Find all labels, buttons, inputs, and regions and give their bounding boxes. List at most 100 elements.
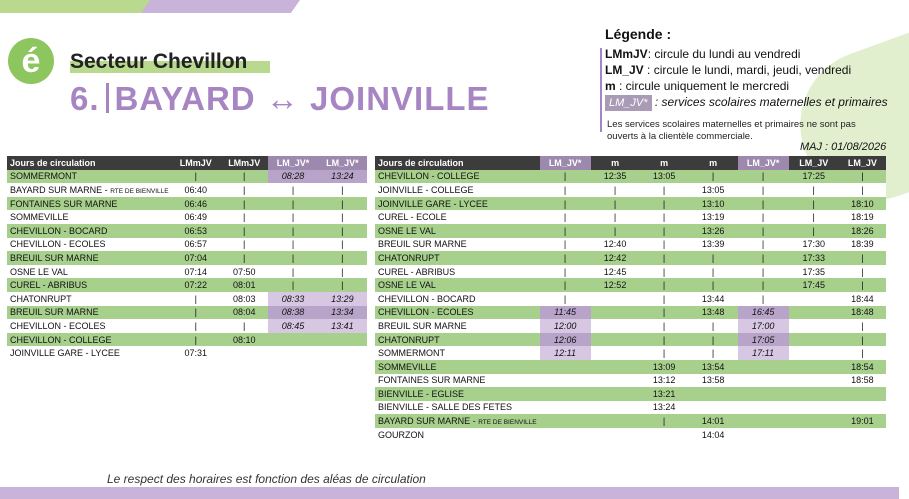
stop-name: SOMMEVILLE: [7, 210, 172, 224]
table-row: OSNE LE VAL | 12:52 | | | 17:45 |: [375, 278, 886, 292]
time-cell: |: [737, 169, 789, 184]
time-cell: [788, 400, 839, 415]
time-cell: |: [539, 183, 591, 197]
time-cell: |: [220, 237, 269, 252]
legend-desc: : services scolaires maternelles et prim…: [654, 95, 888, 109]
time-cell: 18:44: [838, 291, 886, 306]
time-cell: |: [539, 251, 591, 265]
time-cell: |: [838, 332, 886, 347]
time-cell: |: [737, 264, 789, 279]
time-cell: [838, 387, 886, 401]
decor-top-purple-band: [140, 0, 300, 13]
time-cell: [590, 305, 640, 320]
stop-label: CHEVILLON - ECOLES: [10, 320, 106, 331]
time-cell: 17:25: [788, 169, 839, 184]
time-cell: 13:39: [688, 237, 738, 252]
time-cell: 08:38: [268, 305, 318, 320]
time-cell: |: [639, 223, 689, 238]
table-row: JOINVILLE GARE - LYCEE 07:31: [7, 346, 367, 360]
time-cell: |: [539, 278, 591, 292]
time-cell: 08:10: [220, 332, 269, 347]
time-cell: 17:11: [737, 346, 789, 360]
bidirectional-arrow-icon: ↔: [265, 80, 300, 117]
time-cell: |: [220, 169, 269, 184]
time-cell: 13:19: [688, 210, 738, 224]
stop-name: CHEVILLON - COLLEGE: [375, 169, 540, 184]
table-row: CHEVILLON - ECOLES 06:57 | | |: [7, 237, 367, 252]
time-cell: |: [838, 319, 886, 333]
legend-desc: : circule du lundi au vendredi: [647, 47, 801, 61]
time-cell: 06:49: [171, 210, 220, 224]
time-cell: 08:33: [268, 291, 318, 306]
time-cell: [788, 373, 839, 388]
stop-label: CHEVILLON - BOCARD: [378, 293, 476, 304]
time-cell: [788, 332, 839, 347]
time-cell: |: [737, 291, 789, 306]
time-cell: 13:58: [688, 373, 738, 388]
time-cell: |: [639, 196, 689, 211]
time-cell: |: [688, 319, 738, 333]
time-cell: 06:46: [171, 196, 220, 211]
table-row: BIENVILLE - SALLE DES FETES 13:24: [375, 400, 886, 415]
time-cell: |: [171, 305, 220, 320]
time-cell: |: [268, 210, 318, 224]
table-row: CUREL - ABRIBUS 07:22 08:01 | |: [7, 278, 367, 292]
time-cell: [590, 414, 640, 428]
stop-name: BAYARD SUR MARNE - RTE DE BIENVILLE: [375, 414, 540, 428]
line-title: 6. BAYARD ↔ JOINVILLE: [70, 80, 490, 118]
stop-label: BREUIL SUR MARNE: [378, 239, 467, 250]
stop-name: BREUIL SUR MARNE: [375, 237, 540, 252]
time-cell: 12:45: [590, 264, 640, 279]
stop-name: CHEVILLON - ECOLES: [7, 319, 172, 333]
table-row: CHEVILLON - BOCARD | | 13:44 | 18:44: [375, 291, 886, 306]
time-cell: |: [688, 264, 738, 279]
time-cell: |: [639, 264, 689, 279]
time-cell: [590, 319, 640, 333]
time-cell: |: [220, 183, 269, 197]
time-cell: [268, 346, 318, 360]
table-row: CHEVILLON - BOCARD 06:53 | | |: [7, 223, 367, 238]
time-cell: [788, 305, 839, 320]
time-cell: [737, 373, 789, 388]
table-row: CHEVILLON - COLLEGE | 08:10: [7, 332, 367, 347]
stop-name: CHEVILLON - BOCARD: [375, 291, 540, 306]
stop-name: CHEVILLON - BOCARD: [7, 223, 172, 238]
time-cell: 12:52: [590, 278, 640, 292]
time-cell: |: [317, 223, 367, 238]
time-cell: 08:45: [268, 319, 318, 333]
stop-label: JOINVILLE GARE - LYCEE: [378, 198, 488, 209]
time-cell: |: [539, 237, 591, 252]
stop-label: GOURZON: [378, 429, 424, 440]
stop-label: CUREL - ECOLE: [378, 212, 447, 223]
column-header: m: [590, 156, 640, 170]
legend-item: LMmJV: circule du lundi au vendredi: [605, 46, 888, 62]
time-cell: |: [268, 264, 318, 279]
stop-label: JOINVILLE GARE - LYCEE: [10, 348, 120, 359]
stop-name: JOINVILLE GARE - LYCEE: [375, 196, 540, 211]
time-cell: [590, 291, 640, 306]
column-header: LM_JV*: [317, 156, 367, 170]
time-cell: |: [268, 251, 318, 265]
time-cell: |: [171, 332, 220, 347]
update-date: MAJ : 01/08/2026: [800, 141, 887, 153]
time-cell: 13:44: [688, 291, 738, 306]
time-cell: |: [688, 251, 738, 265]
time-cell: 18:10: [838, 196, 886, 211]
time-cell: |: [539, 196, 591, 211]
time-cell: |: [639, 183, 689, 197]
table-row: GOURZON 14:04: [375, 427, 886, 442]
table-row: BAYARD SUR MARNE - RTE DE BIENVILLE | 14:0…: [375, 414, 886, 428]
time-cell: |: [688, 346, 738, 360]
time-cell: 11:45: [539, 305, 591, 320]
table-row: SOMMEVILLE 06:49 | | |: [7, 210, 367, 224]
stop-name: BIENVILLE - EGLISE: [375, 387, 540, 401]
time-cell: |: [688, 169, 738, 184]
sector-title: Secteur Chevillon: [70, 50, 248, 73]
time-cell: 13:21: [639, 387, 689, 401]
time-cell: [688, 400, 738, 415]
time-cell: |: [838, 169, 886, 184]
stop-label: FONTAINES SUR MARNE: [378, 375, 486, 386]
time-cell: |: [590, 183, 640, 197]
time-cell: 12:42: [590, 251, 640, 265]
column-header: LM_JV*: [737, 156, 789, 170]
